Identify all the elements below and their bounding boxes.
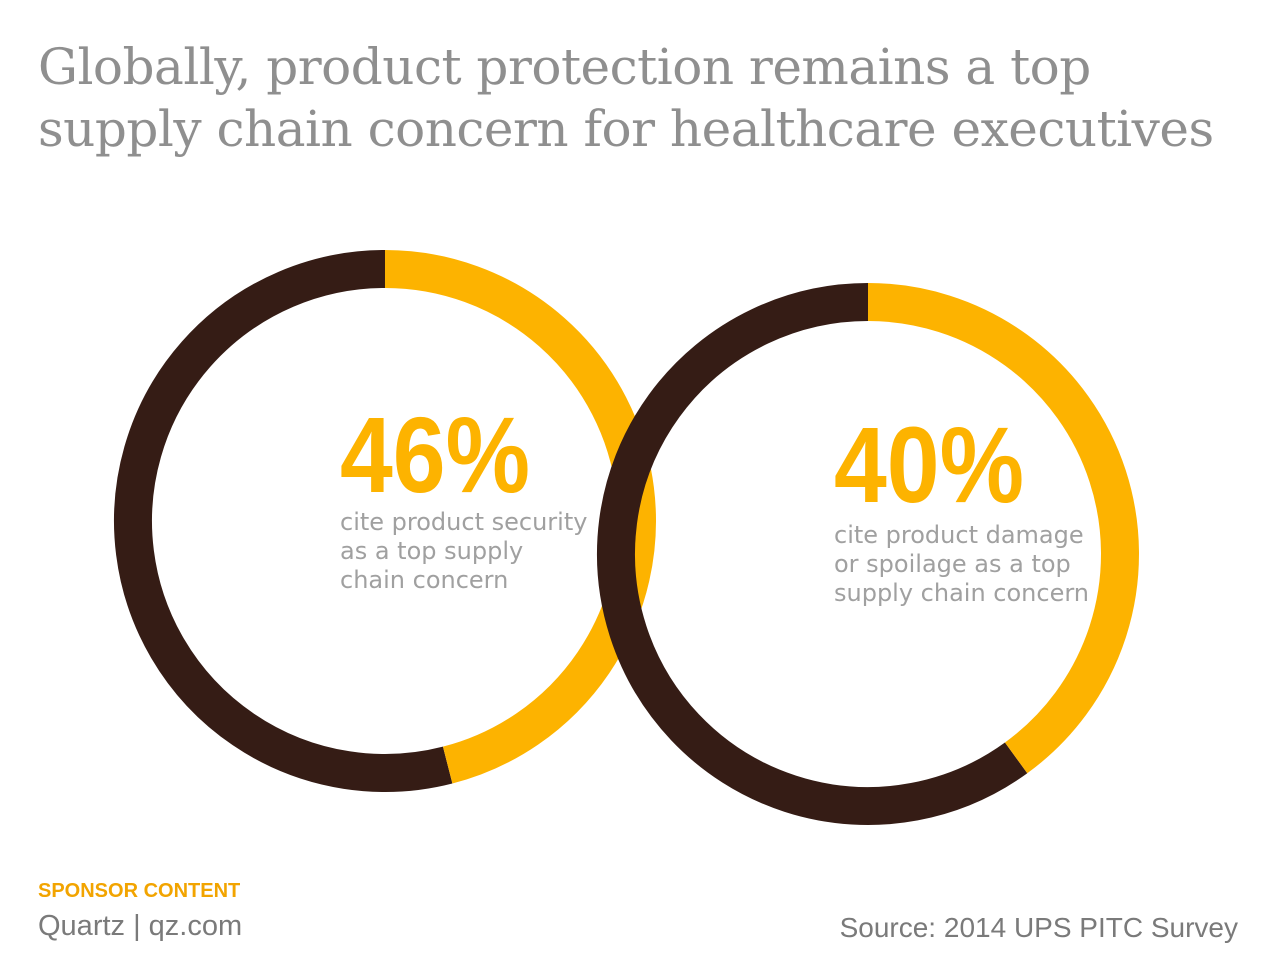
donut-value-label: 46% <box>340 394 530 515</box>
chart-title-line-2: supply chain concern for healthcare exec… <box>38 100 1214 158</box>
donut-caption-line: cite product damage <box>834 521 1084 549</box>
donut-value-label: 40% <box>834 404 1024 525</box>
donut-caption-line: supply chain concern <box>834 579 1089 607</box>
donut-caption-line: as a top supply <box>340 537 523 565</box>
donut-slice-remainder <box>113 250 453 792</box>
donut-caption-line: chain concern <box>340 566 508 594</box>
chart-title-line-1: Globally, product protection remains a t… <box>38 38 1091 96</box>
donut-caption-line: or spoilage as a top <box>834 550 1071 578</box>
donut-slice-value <box>867 283 1139 774</box>
source-note: Source: 2014 UPS PITC Survey <box>839 912 1238 943</box>
donut-slice-remainder <box>597 283 1028 825</box>
chart-title: Globally, product protection remains a t… <box>38 36 1258 160</box>
sponsor-label: SPONSOR CONTENT <box>38 880 241 902</box>
donut-rings <box>113 250 1139 825</box>
brand-label: Quartz | qz.com <box>38 910 243 942</box>
donut-caption-line: cite product security <box>340 508 587 536</box>
donut-chart-2 <box>597 283 1139 825</box>
